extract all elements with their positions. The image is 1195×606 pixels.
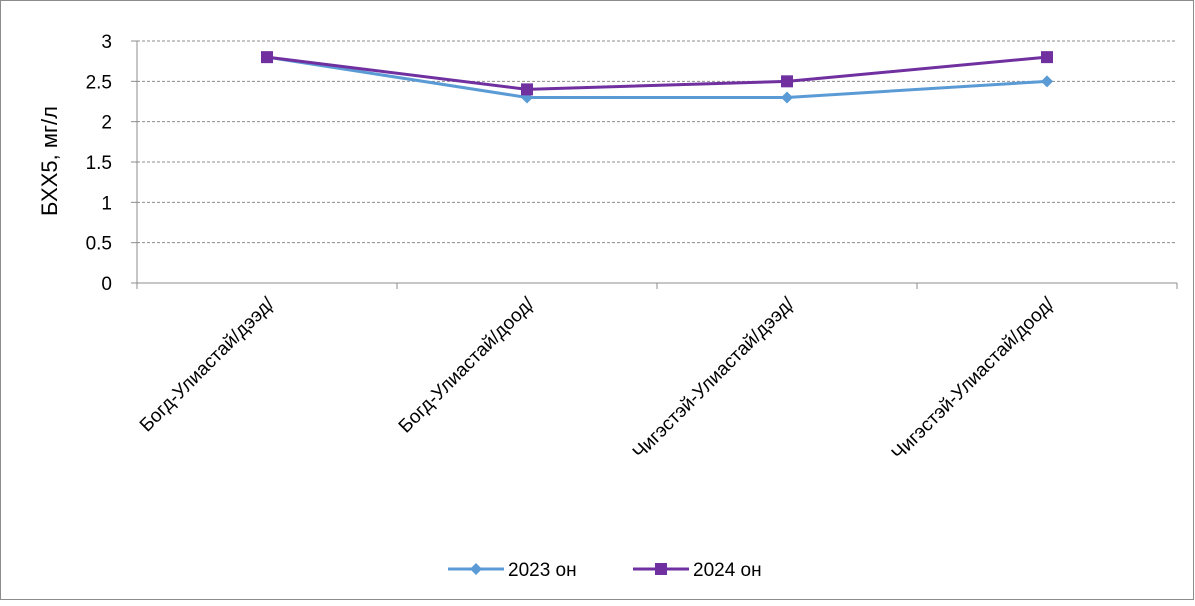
data-point-series-2	[1041, 51, 1053, 64]
y-tick-label: 1.5	[86, 153, 112, 174]
data-point-series-2	[261, 51, 273, 64]
data-point-series-2	[781, 75, 793, 88]
y-axis-title: БХХ5, мг/л	[37, 106, 62, 216]
series-line-1	[266, 55, 1048, 99]
legend-label-2: 2024 он	[693, 560, 762, 581]
y-tick-label: 2.5	[86, 72, 112, 93]
y-tick-label: 1	[101, 193, 112, 214]
legend-marker-1	[470, 563, 482, 575]
y-tick-label: 3	[101, 32, 112, 53]
series-line-2	[266, 55, 1048, 91]
y-tick-label: 2	[101, 113, 112, 134]
data-point-series-2	[521, 83, 533, 96]
legend-marker-2	[655, 563, 667, 575]
data-point-series-1	[781, 91, 793, 104]
y-tick-label: 0.5	[86, 234, 112, 255]
legend: 2023 он 2024 он	[448, 560, 762, 581]
data-point-series-1	[1041, 75, 1053, 88]
legend-label-1: 2023 он	[508, 560, 577, 581]
y-tick-label: 0	[101, 274, 112, 295]
